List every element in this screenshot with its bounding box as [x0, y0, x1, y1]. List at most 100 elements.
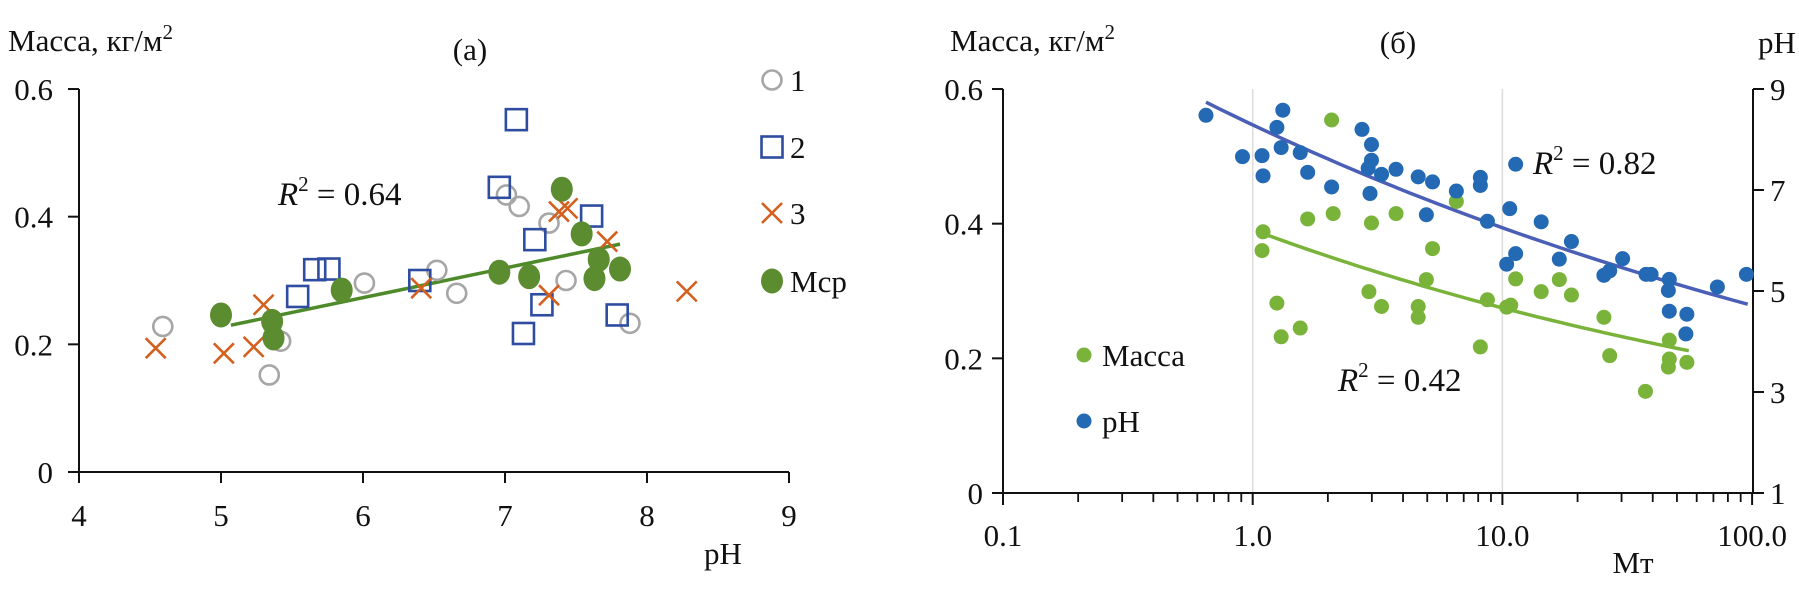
data-point-mass [1551, 272, 1567, 288]
y-tick-label: 0 [38, 455, 54, 490]
panel-a-axes: 4 5 6 7 8 9 0 0.2 0.4 0.6 [14, 72, 797, 533]
panel-b-y2label: pH [1758, 25, 1796, 60]
data-point-ph [1563, 234, 1579, 250]
data-point-series-1 [445, 282, 468, 305]
panel-b-label: (б) [1380, 25, 1416, 60]
trendline-ph [1205, 100, 1749, 306]
data-point-mass [1363, 215, 1379, 231]
data-point-ph [1234, 149, 1250, 165]
y-tick-label: 0.6 [14, 72, 53, 107]
data-point-ph [1615, 251, 1631, 267]
panel-b-xlabel: Мт [1612, 545, 1654, 580]
data-point-mass [1374, 298, 1390, 314]
data-point-ph [1709, 279, 1725, 295]
panel-a-points [144, 107, 698, 386]
data-point-series-4 [550, 176, 573, 202]
legend-label-ph: pH [1102, 404, 1140, 439]
data-point-ph [1363, 137, 1379, 153]
data-point-mass [1361, 284, 1377, 300]
data-point-mass [1533, 284, 1549, 300]
panel-b-axes: 0.1 1.0 10.0 100.0 0 0.2 0.4 0.6 1 3 5 7 9 [944, 72, 1787, 553]
panel-a-legend: 1 2 3 Мср [760, 63, 847, 299]
data-point-mass [1448, 193, 1464, 209]
data-point-series-2 [605, 303, 629, 327]
data-point-mass [1410, 298, 1426, 314]
data-point-series-4 [210, 302, 232, 328]
data-point-mass [1508, 271, 1524, 287]
data-point-series-4 [587, 246, 610, 272]
legend-marker-4 [761, 268, 783, 294]
x-tick-label: 5 [213, 498, 229, 533]
data-point-ph [1300, 164, 1316, 180]
data-point-series-1 [508, 195, 531, 218]
data-point-mass [1418, 272, 1434, 288]
data-point-mass [1324, 112, 1340, 128]
x-tick-label: 9 [781, 498, 797, 533]
data-point-mass [1637, 383, 1653, 399]
data-point-series-2 [302, 257, 327, 282]
panel-b: Масса, кг/м2 (б) pH Мт 0.1 1.0 10.0 100.000… [944, 20, 1796, 580]
data-point-mass [1325, 206, 1341, 222]
data-point-ph [1551, 251, 1567, 267]
data-point-series-2 [487, 175, 512, 200]
legend-label-1: 1 [790, 63, 806, 98]
data-point-mass [1292, 320, 1308, 336]
data-point-mass [1388, 206, 1404, 222]
data-point-ph [1472, 169, 1488, 185]
data-point-ph [1254, 148, 1270, 164]
data-point-ph [1275, 102, 1291, 118]
data-point-series-2 [285, 284, 310, 309]
y-tick-label: 0.4 [14, 200, 53, 235]
data-point-mass [1679, 354, 1695, 370]
y-tick-label: 0 [968, 476, 984, 511]
data-point-series-1 [538, 212, 560, 234]
data-point-series-2 [511, 321, 536, 346]
data-point-mass [1410, 309, 1426, 325]
panel-a-xlabel: pH [704, 536, 742, 571]
panel-b-points [1198, 102, 1754, 399]
x-tick-label: 8 [639, 498, 655, 533]
x-tick-label: 4 [71, 498, 87, 533]
data-point-mass [1660, 359, 1676, 375]
y2-tick-label: 7 [1770, 173, 1786, 208]
data-point-series-2 [504, 107, 529, 132]
data-point-series-4 [609, 256, 632, 282]
data-point-mass [1254, 243, 1270, 259]
data-point-ph [1502, 201, 1518, 217]
data-point-ph [1425, 174, 1441, 190]
data-point-ph [1660, 282, 1676, 298]
data-point-ph [1448, 183, 1464, 199]
data-point-series-3 [212, 342, 235, 365]
legend-marker-3 [761, 202, 783, 224]
data-point-series-4 [330, 277, 353, 303]
data-point-series-1 [151, 315, 174, 338]
panel-a-r-squared: R2 = 0.64 [277, 172, 402, 213]
data-point-series-4 [570, 221, 593, 247]
x-tick-label: 1.0 [1233, 518, 1272, 553]
panel-b-mass-r-squared: R2 = 0.42 [1337, 358, 1462, 399]
legend-label-2: 2 [790, 130, 806, 165]
data-point-series-3 [556, 197, 579, 220]
data-point-ph [1360, 160, 1376, 176]
data-point-ph [1255, 168, 1271, 184]
data-point-mass [1602, 348, 1618, 364]
data-point-series-1 [353, 272, 376, 294]
data-point-mass [1269, 295, 1285, 311]
legend-marker-mass [1076, 347, 1092, 363]
panel-b-legend: Масса pH [1076, 338, 1185, 439]
data-point-ph [1678, 326, 1694, 342]
data-point-ph [1198, 107, 1214, 123]
data-point-ph [1602, 263, 1618, 279]
y2-tick-label: 3 [1770, 375, 1786, 410]
y-tick-label: 0.2 [14, 327, 53, 362]
trendline-mass [1262, 231, 1690, 353]
y-tick-label: 0.4 [944, 207, 983, 242]
data-point-mass [1563, 287, 1579, 303]
legend-label-3: 3 [790, 196, 806, 231]
data-point-ph [1273, 140, 1289, 156]
panel-a-ylabel: Масса, кг/м2 [8, 20, 173, 58]
y2-tick-label: 5 [1770, 274, 1786, 309]
y2-tick-label: 1 [1770, 476, 1786, 511]
data-point-ph [1388, 161, 1404, 177]
